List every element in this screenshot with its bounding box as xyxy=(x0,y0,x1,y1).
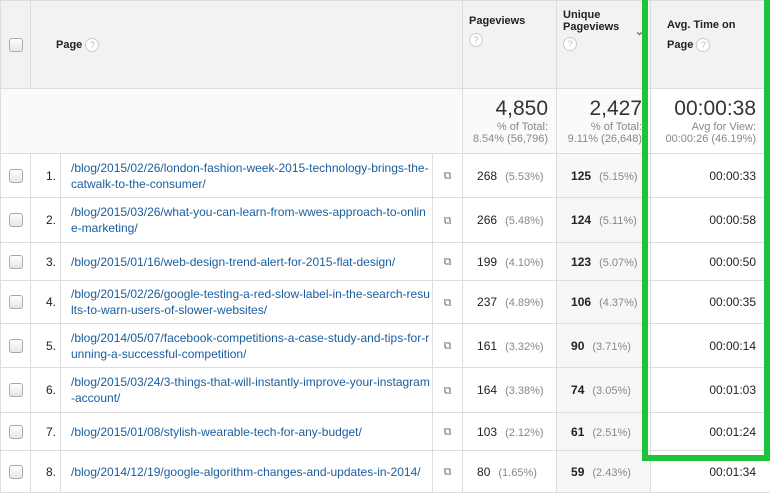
total-avg-time: 00:00:38 xyxy=(651,89,770,121)
row-checkbox[interactable] xyxy=(9,383,23,397)
unique-value: 90 xyxy=(571,339,584,353)
avg-time-value: 00:01:24 xyxy=(651,413,770,451)
avg-time-value: 00:01:03 xyxy=(651,368,770,413)
row-checkbox[interactable] xyxy=(9,339,23,353)
avg-time-value: 00:00:33 xyxy=(651,154,770,198)
unique-pct: (4.37%) xyxy=(599,297,638,309)
pageviews-value: 80 xyxy=(477,465,490,479)
open-external-icon[interactable]: ⧉ xyxy=(444,426,452,438)
page-link[interactable]: /blog/2015/02/26/london-fashion-week-201… xyxy=(71,161,429,191)
pageviews-pct: (4.89%) xyxy=(505,297,544,309)
avg-time-value: 00:01:34 xyxy=(651,451,770,493)
page-link[interactable]: /blog/2015/03/24/3-things-that-will-inst… xyxy=(71,375,430,405)
table-row: 7. /blog/2015/01/08/stylish-wearable-tec… xyxy=(1,413,770,451)
unique-pct: (5.07%) xyxy=(599,257,638,269)
row-number: 8. xyxy=(31,451,61,493)
avg-time-header[interactable]: Avg. Time on Page ? xyxy=(651,1,770,89)
unique-pageviews-header[interactable]: Unique Pageviews⌄? xyxy=(557,1,651,89)
row-number: 3. xyxy=(31,243,61,281)
select-all-checkbox[interactable] xyxy=(9,38,23,52)
pageviews-header[interactable]: Pageviews? xyxy=(463,1,557,89)
sort-desc-icon: ⌄ xyxy=(635,25,644,38)
pageviews-value: 268 xyxy=(477,169,497,183)
page-link[interactable]: /blog/2015/02/26/google-testing-a-red-sl… xyxy=(71,287,430,317)
page-link[interactable]: /blog/2014/05/07/facebook-competitions-a… xyxy=(71,331,429,361)
pageviews-value: 199 xyxy=(477,255,497,269)
page-link[interactable]: /blog/2014/12/19/google-algorithm-change… xyxy=(71,465,421,479)
unique-pct: (3.05%) xyxy=(592,385,631,397)
row-number: 4. xyxy=(31,281,61,324)
help-icon[interactable]: ? xyxy=(85,38,99,52)
row-checkbox[interactable] xyxy=(9,465,23,479)
unique-value: 123 xyxy=(571,255,591,269)
row-number: 2. xyxy=(31,198,61,243)
avg-time-value: 00:00:14 xyxy=(651,324,770,368)
page-link[interactable]: /blog/2015/01/16/web-design-trend-alert-… xyxy=(71,255,395,269)
unique-value: 59 xyxy=(571,465,584,479)
pageviews-pct: (3.38%) xyxy=(505,385,544,397)
row-checkbox[interactable] xyxy=(9,213,23,227)
unique-pct: (2.51%) xyxy=(592,427,631,439)
row-number: 1. xyxy=(31,154,61,198)
table-row: 5. /blog/2014/05/07/facebook-competition… xyxy=(1,324,770,368)
unique-value: 125 xyxy=(571,169,591,183)
pageviews-pct: (1.65%) xyxy=(498,467,537,479)
help-icon[interactable]: ? xyxy=(696,38,710,52)
pageviews-pct: (4.10%) xyxy=(505,257,544,269)
open-external-icon[interactable]: ⧉ xyxy=(444,466,452,478)
total-unique: 2,427 xyxy=(557,89,650,121)
table-row: 4. /blog/2015/02/26/google-testing-a-red… xyxy=(1,281,770,324)
total-pageviews: 4,850 xyxy=(463,89,556,121)
page-header[interactable]: Page ? xyxy=(31,1,463,89)
pageviews-value: 266 xyxy=(477,213,497,227)
table-row: 6. /blog/2015/03/24/3-things-that-will-i… xyxy=(1,368,770,413)
table-row: 8. /blog/2014/12/19/google-algorithm-cha… xyxy=(1,451,770,493)
unique-pct: (5.15%) xyxy=(599,171,638,183)
open-external-icon[interactable]: ⧉ xyxy=(444,297,452,309)
table-row: 2. /blog/2015/03/26/what-you-can-learn-f… xyxy=(1,198,770,243)
select-all-cell xyxy=(1,1,31,89)
page-link[interactable]: /blog/2015/03/26/what-you-can-learn-from… xyxy=(71,205,426,235)
pageviews-pct: (3.32%) xyxy=(505,341,544,353)
row-checkbox[interactable] xyxy=(9,255,23,269)
unique-pct: (2.43%) xyxy=(592,467,631,479)
pageviews-pct: (5.53%) xyxy=(505,171,544,183)
help-icon[interactable]: ? xyxy=(563,37,577,51)
unique-pct: (3.71%) xyxy=(592,341,631,353)
open-external-icon[interactable]: ⧉ xyxy=(444,256,452,268)
row-number: 7. xyxy=(31,413,61,451)
page-link[interactable]: /blog/2015/01/08/stylish-wearable-tech-f… xyxy=(71,425,362,439)
row-number: 6. xyxy=(31,368,61,413)
pageviews-pct: (5.48%) xyxy=(505,215,544,227)
row-checkbox[interactable] xyxy=(9,295,23,309)
pageviews-value: 161 xyxy=(477,339,497,353)
open-external-icon[interactable]: ⧉ xyxy=(444,215,452,227)
row-number: 5. xyxy=(31,324,61,368)
pageviews-value: 164 xyxy=(477,383,497,397)
pageviews-value: 103 xyxy=(477,425,497,439)
help-icon[interactable]: ? xyxy=(469,33,483,47)
avg-time-value: 00:00:58 xyxy=(651,198,770,243)
pageviews-pct: (2.12%) xyxy=(505,427,544,439)
open-external-icon[interactable]: ⧉ xyxy=(444,340,452,352)
open-external-icon[interactable]: ⧉ xyxy=(444,170,452,182)
row-checkbox[interactable] xyxy=(9,425,23,439)
pageviews-value: 237 xyxy=(477,295,497,309)
unique-value: 124 xyxy=(571,213,591,227)
table-row: 1. /blog/2015/02/26/london-fashion-week-… xyxy=(1,154,770,198)
table-row: 3. /blog/2015/01/16/web-design-trend-ale… xyxy=(1,243,770,281)
unique-value: 61 xyxy=(571,425,584,439)
avg-time-value: 00:00:35 xyxy=(651,281,770,324)
unique-value: 74 xyxy=(571,383,584,397)
row-checkbox[interactable] xyxy=(9,169,23,183)
open-external-icon[interactable]: ⧉ xyxy=(444,385,452,397)
unique-pct: (5.11%) xyxy=(599,215,637,227)
avg-time-value: 00:00:50 xyxy=(651,243,770,281)
unique-value: 106 xyxy=(571,295,591,309)
totals-row: 4,850% of Total:8.54% (56,796) 2,427% of… xyxy=(1,89,770,154)
